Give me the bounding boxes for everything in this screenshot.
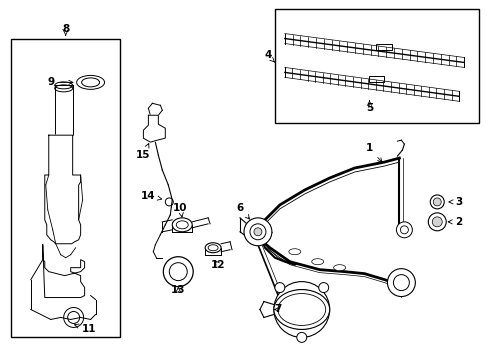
Ellipse shape [172, 218, 192, 232]
Text: 14: 14 [141, 191, 162, 201]
Bar [430, 218, 442, 226]
Polygon shape [143, 115, 165, 142]
Bar [11, 39, 120, 337]
Circle shape [429, 195, 443, 209]
Circle shape [253, 228, 262, 236]
Text: 2: 2 [447, 217, 462, 227]
Circle shape [427, 213, 446, 231]
Ellipse shape [205, 243, 221, 253]
Ellipse shape [333, 265, 345, 271]
Circle shape [431, 217, 441, 227]
Circle shape [396, 222, 411, 238]
Ellipse shape [288, 249, 300, 255]
Text: 9: 9 [47, 77, 73, 87]
Text: 12: 12 [210, 260, 225, 270]
Circle shape [273, 282, 329, 337]
Bar [376, 44, 392, 50]
Ellipse shape [273, 289, 329, 329]
Text: 4: 4 [264, 50, 274, 62]
Text: 8: 8 [62, 24, 69, 33]
Polygon shape [42, 245, 84, 298]
Circle shape [296, 332, 306, 342]
Circle shape [432, 198, 440, 206]
Text: 7: 7 [274, 305, 281, 315]
Circle shape [274, 283, 285, 293]
Circle shape [318, 283, 328, 293]
Bar [430, 199, 442, 205]
Text: 11: 11 [74, 324, 96, 334]
Text: 10: 10 [173, 203, 187, 217]
Text: 15: 15 [136, 144, 150, 160]
Ellipse shape [311, 259, 323, 265]
Text: 13: 13 [171, 284, 185, 294]
Text: 1: 1 [365, 143, 381, 162]
Text: 3: 3 [448, 197, 462, 207]
Circle shape [386, 269, 414, 297]
Circle shape [244, 218, 271, 246]
Polygon shape [45, 135, 81, 244]
Text: 6: 6 [236, 203, 249, 219]
Bar [274, 9, 478, 123]
Text: 5: 5 [365, 100, 372, 113]
Bar [368, 76, 384, 82]
